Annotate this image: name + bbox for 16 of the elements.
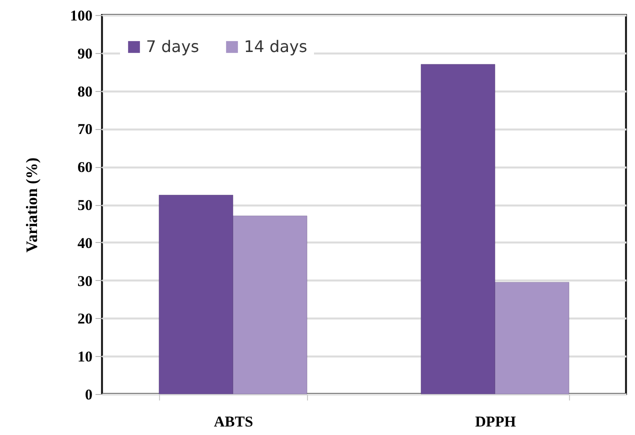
y-tick-label: 70 (78, 122, 92, 138)
y-tick-label: 20 (78, 312, 92, 328)
x-tick-label: ABTS (214, 414, 254, 430)
y-axis-title: Variation (%) (24, 158, 41, 252)
y-tick-label: 90 (78, 46, 92, 62)
legend-label: 14 days (244, 37, 308, 56)
y-tick-label: 100 (70, 8, 92, 24)
y-tick-label: 60 (78, 160, 92, 176)
legend-label: 7 days (146, 37, 200, 56)
y-tick-label: 50 (78, 198, 92, 214)
y-tick-label: 80 (78, 84, 92, 100)
y-tick-label: 10 (78, 350, 92, 366)
y-tick-label: 30 (78, 274, 92, 290)
y-tick-label: 0 (85, 388, 92, 404)
x-tick-label: DPPH (475, 414, 516, 430)
y-tick-label: 40 (78, 236, 92, 252)
